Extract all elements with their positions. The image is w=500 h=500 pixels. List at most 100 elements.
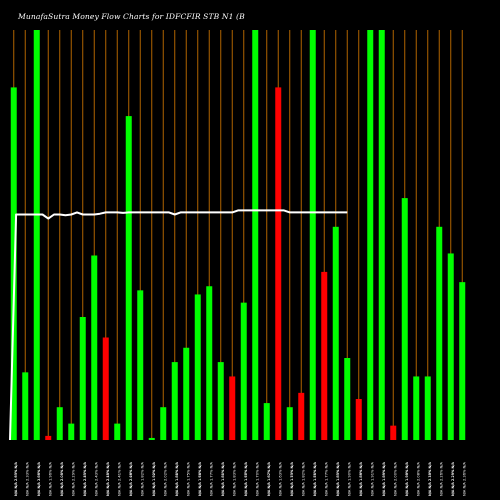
x-tick-label: N/A N/A 1.91% N/A	[370, 462, 374, 496]
x-tick-label: N/A N/A 1.70% N/A	[255, 462, 259, 496]
x-tick-label: N/A N/A 2.06% N/A	[37, 462, 41, 496]
x-tick-label: N/A N/A 2.08% N/A	[416, 462, 420, 496]
x-tick-label: N/A N/A 1.66% N/A	[244, 462, 248, 496]
x-tick-label: N/A N/A 2.45% N/A	[106, 462, 110, 496]
x-tick-label: N/A N/A 1.90% N/A	[152, 462, 156, 496]
bar-down	[355, 399, 362, 440]
x-tick-label: N/A N/A 2.00% N/A	[393, 462, 397, 496]
x-tick-label: N/A N/A 1.81% N/A	[175, 462, 179, 496]
x-tick-label: N/A N/A 1.81% N/A	[221, 462, 225, 496]
bar-up	[137, 290, 144, 440]
bar-up	[79, 317, 86, 440]
x-tick-label: N/A N/A 1.98% N/A	[405, 462, 409, 496]
x-tick-label: N/A N/A 2.33% N/A	[25, 462, 29, 496]
x-tick-label: N/A N/A 2.05% N/A	[60, 462, 64, 496]
x-tick-label: N/A N/A 1.92% N/A	[152, 462, 156, 496]
bar-up	[217, 362, 224, 440]
bar-down	[102, 337, 109, 440]
x-tick-label: N/A N/A 2.93% N/A	[14, 462, 18, 496]
x-tick-label: N/A N/A 1.83% N/A	[232, 462, 236, 496]
x-tick-label: N/A N/A 1.89% N/A	[359, 462, 363, 496]
bar-up	[33, 30, 40, 440]
x-tick-label: N/A N/A 1.88% N/A	[175, 462, 179, 496]
x-tick-label: N/A N/A 1.89% N/A	[382, 462, 386, 496]
x-tick-label: N/A N/A 2.29% N/A	[71, 462, 75, 496]
bar-up	[436, 226, 443, 440]
x-tick-label: N/A N/A 1.99% N/A	[405, 462, 409, 496]
bar-up	[367, 30, 374, 440]
x-tick-labels: N/A N/A 2.93% N/AN/A N/A 2.69% N/A N/A N/…	[14, 462, 466, 496]
bar-up	[378, 30, 385, 440]
bar-up	[252, 30, 259, 440]
bar-up	[91, 255, 98, 440]
bar-up	[447, 253, 454, 440]
x-tick-label: N/A N/A 1.96% N/A	[48, 462, 52, 496]
money-flow-line	[9, 209, 348, 441]
x-tick-label: N/A N/A 2.29% N/A	[451, 462, 455, 496]
x-tick-label: N/A N/A 1.68% N/A	[198, 462, 202, 496]
x-tick-label: N/A N/A 2.39% N/A	[428, 462, 432, 496]
bar-up	[413, 376, 420, 440]
x-tick-label: N/A N/A 2.25% N/A	[451, 462, 455, 496]
x-tick-label: N/A N/A 1.86% N/A	[359, 462, 363, 496]
x-tick-label: N/A N/A 1.95% N/A	[382, 462, 386, 496]
x-tick-label: N/A N/A 1.75% N/A	[186, 462, 190, 496]
line-layer	[9, 209, 348, 441]
x-tick-label: N/A N/A 1.77% N/A	[209, 462, 213, 496]
bar-up	[206, 286, 213, 440]
bar-up	[401, 198, 408, 440]
x-tick-label: N/A N/A 1.82% N/A	[301, 462, 305, 496]
bar-up	[263, 403, 270, 440]
bar-up	[424, 376, 431, 440]
bar-up	[56, 407, 63, 440]
bar-up	[286, 407, 293, 440]
bar-up	[332, 226, 339, 440]
x-tick-label: N/A N/A 1.85% N/A	[336, 462, 340, 496]
bar-up	[171, 362, 178, 440]
bar-down	[298, 392, 305, 440]
bar-down	[229, 376, 236, 440]
x-tick-label: N/A N/A 1.83% N/A	[336, 462, 340, 496]
x-tick-label: N/A N/A 2.06% N/A	[60, 462, 64, 496]
x-tick-label: N/A N/A 1.82% N/A	[140, 462, 144, 496]
x-tick-label: N/A N/A 2.02% N/A	[163, 462, 167, 496]
bar-down	[45, 435, 52, 440]
bar-up	[68, 423, 75, 440]
x-tick-label: N/A N/A 1.76% N/A	[313, 462, 317, 496]
bar-up	[114, 423, 121, 440]
bar-up	[22, 372, 29, 440]
bar-up	[148, 437, 155, 440]
x-tick-label: N/A N/A 1.77% N/A	[244, 462, 248, 496]
x-tick-label: N/A N/A 2.36% N/A	[462, 462, 466, 496]
x-tick-label: N/A N/A 2.08% N/A	[129, 462, 133, 496]
bar-up	[160, 407, 167, 440]
bar-up	[125, 116, 132, 440]
x-tick-label: N/A N/A 1.63% N/A	[278, 462, 282, 496]
bar-down	[275, 87, 282, 441]
x-tick-label: N/A N/A 1.80% N/A	[221, 462, 225, 496]
x-tick-label: N/A N/A 2.46% N/A	[129, 462, 133, 496]
x-tick-label: N/A N/A 2.69% N/A	[14, 462, 18, 496]
x-tick-label: N/A N/A 1.83% N/A	[37, 462, 41, 496]
bar-up	[344, 358, 351, 440]
x-tick-label: N/A N/A 2.43% N/A	[94, 462, 98, 496]
x-tick-label: N/A N/A 2.26% N/A	[439, 462, 443, 496]
x-tick-label: N/A N/A 1.67% N/A	[267, 462, 271, 496]
x-tick-label: N/A N/A 2.18% N/A	[428, 462, 432, 496]
bar-up	[240, 302, 247, 440]
x-tick-label: N/A N/A 2.41% N/A	[117, 462, 121, 496]
bar-up	[194, 294, 201, 440]
bar-up	[183, 347, 190, 440]
x-tick-label: N/A N/A 2.45% N/A	[83, 462, 87, 496]
x-tick-label: N/A N/A 1.77% N/A	[324, 462, 328, 496]
bar-down	[390, 425, 397, 440]
x-tick-label: N/A N/A 2.16% N/A	[106, 462, 110, 496]
x-tick-label: N/A N/A 1.62% N/A	[267, 462, 271, 496]
bar-up	[309, 30, 316, 440]
x-tick-label: N/A N/A 1.81% N/A	[313, 462, 317, 496]
x-tick-label: N/A N/A 1.73% N/A	[290, 462, 294, 496]
x-tick-label: N/A N/A 2.33% N/A	[83, 462, 87, 496]
x-tick-label: N/A N/A 1.74% N/A	[198, 462, 202, 496]
